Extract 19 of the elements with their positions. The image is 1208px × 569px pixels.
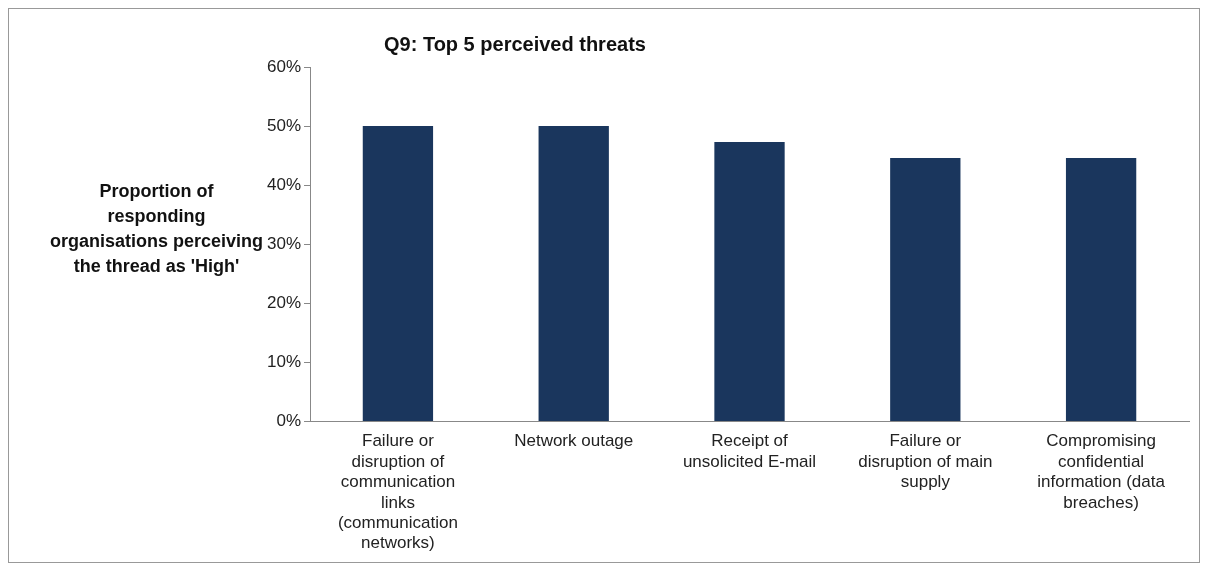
- chart-title: Q9: Top 5 perceived threats: [384, 33, 646, 56]
- x-tick-label: Failure or disruption of main supply: [858, 431, 993, 492]
- y-tick-label: 30%: [266, 233, 302, 253]
- y-tick-label: 40%: [266, 174, 302, 194]
- x-tick-label: Receipt of unsolicited E-mail: [682, 431, 817, 471]
- y-tick-label: 20%: [266, 293, 302, 313]
- y-tick-label: 60%: [266, 56, 302, 76]
- x-tick-label: Compromising confidential information (data breaches): [1037, 431, 1166, 512]
- y-tick-label: 0%: [276, 411, 302, 431]
- bar: [538, 126, 609, 422]
- bar: [362, 126, 434, 422]
- x-tick-label: Network outage: [514, 431, 634, 451]
- y-tick-label: 10%: [266, 352, 302, 372]
- bar: [1065, 158, 1137, 422]
- bar: [714, 142, 785, 422]
- bar: [890, 158, 961, 422]
- x-tick-label: Failure or disruption of communication links (communication networks): [337, 431, 458, 553]
- y-axis-title: Proportion of responding organisations perceiving the thread as 'High': [49, 180, 264, 278]
- y-tick-label: 50%: [266, 115, 302, 135]
